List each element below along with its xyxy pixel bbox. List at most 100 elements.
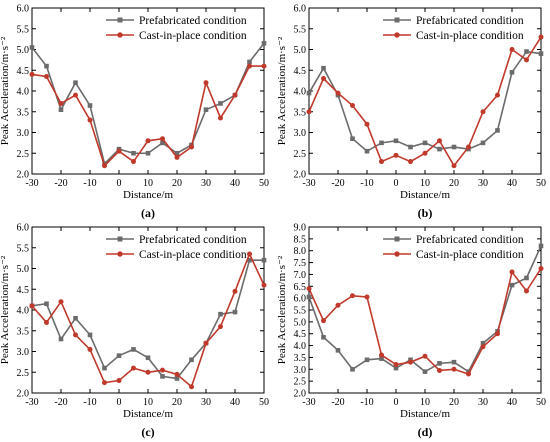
x-tick-label: 40 [507,397,517,408]
data-point [174,376,180,381]
data-point [306,90,312,96]
data-point [306,294,312,300]
data-point [261,63,267,69]
legend-entry: Prefabricated condition [416,15,524,27]
y-tick-label: 5.5 [17,24,30,35]
data-point [364,294,370,300]
y-tick-label: 5.5 [294,24,307,35]
x-tick-label: 10 [143,397,153,408]
y-tick-label: 2.5 [294,377,307,388]
data-point [393,362,399,368]
data-point [466,144,471,150]
data-point [437,361,442,366]
data-point [44,319,49,325]
data-point [160,367,165,373]
x-tick-label: 0 [117,178,122,189]
data-point [509,269,515,275]
data-point [451,163,457,169]
data-point [58,107,64,112]
data-point [145,150,151,156]
legend-marker [117,32,123,38]
data-point [335,348,341,353]
data-point [261,40,267,46]
x-axis-label: Distance/m [400,408,451,420]
data-point [131,365,136,371]
data-point [44,63,49,69]
y-tick-label: 4.0 [17,87,30,98]
data-point [247,59,252,65]
y-tick-label: 4.5 [17,66,30,77]
data-point [509,70,515,75]
data-point [261,257,267,263]
data-point [509,282,515,288]
y-axis-label: Peak Acceleration/m·s⁻² [0,255,11,364]
legend-entry: Prefabricated condition [139,234,247,246]
y-tick-label: 4.0 [17,306,30,317]
data-point [247,257,252,263]
y-tick-label: 2.5 [17,149,30,160]
series-line-prefabricated [308,245,542,373]
x-tick-label: 0 [117,397,122,408]
y-tick-label: 6.0 [294,294,307,305]
y-tick-label: 3.5 [294,107,307,118]
data-point [116,378,122,384]
data-point [261,282,267,288]
legend-entry: Prefabricated condition [416,234,524,246]
legend-entry: Cast-in-place condition [416,30,524,42]
chart-panel-1: -30 -20 -10 0 10 20 30 40 50 2.0 2.5 3.0 3.5 4.0 4.5 5.… [0,4,269,221]
data-point [350,136,355,142]
x-tick-label: 40 [507,178,517,189]
data-point [189,357,194,363]
y-tick-label: 6.0 [294,4,307,15]
y-tick-label: 5.0 [17,264,30,275]
data-point [160,136,165,142]
data-point [29,71,35,77]
data-point [29,303,35,309]
y-tick-label: 4.5 [294,66,307,77]
data-point [538,266,544,271]
data-point [218,101,223,106]
data-point [524,57,529,63]
data-point [364,148,370,154]
legend-entry: Cast-in-place condition [139,30,247,42]
data-point [495,92,500,98]
y-tick-label: 5.5 [294,306,307,317]
data-point [247,63,252,69]
panel-label: (d) [418,425,433,439]
x-tick-label: 30 [201,397,211,408]
x-tick-label: 10 [420,397,430,408]
x-tick-label: 40 [230,178,240,189]
legend-entry: Cast-in-place condition [139,249,247,261]
x-tick-label: -30 [25,178,38,189]
data-point [174,371,180,377]
data-point [232,92,238,98]
y-tick-label: 2.0 [17,389,30,400]
data-point [44,73,49,79]
y-tick-label: 4.0 [294,341,307,352]
x-tick-label: 20 [172,178,182,189]
data-point [145,369,151,375]
data-point [350,293,355,299]
data-point [437,138,442,144]
x-tick-label: -10 [83,397,96,408]
data-point [306,286,312,292]
panel-label: (a) [141,206,155,220]
x-tick-label: 50 [536,178,546,189]
data-point [73,316,78,321]
x-tick-label: 30 [478,397,488,408]
data-point [87,346,93,352]
y-tick-label: 8.0 [294,246,307,257]
x-tick-label: -20 [331,397,344,408]
y-axis-label: Peak Acceleration/m·s⁻² [276,36,288,145]
y-tick-label: 3.0 [17,347,30,358]
data-point [408,159,413,165]
data-point [480,140,486,146]
y-tick-label: 5.5 [17,243,30,254]
data-point [73,80,78,85]
x-tick-label: 20 [449,178,459,189]
data-point [538,34,544,40]
y-tick-label: 2.0 [17,170,30,181]
x-tick-label: 50 [259,397,269,408]
data-point [451,366,457,372]
data-point [102,380,107,386]
